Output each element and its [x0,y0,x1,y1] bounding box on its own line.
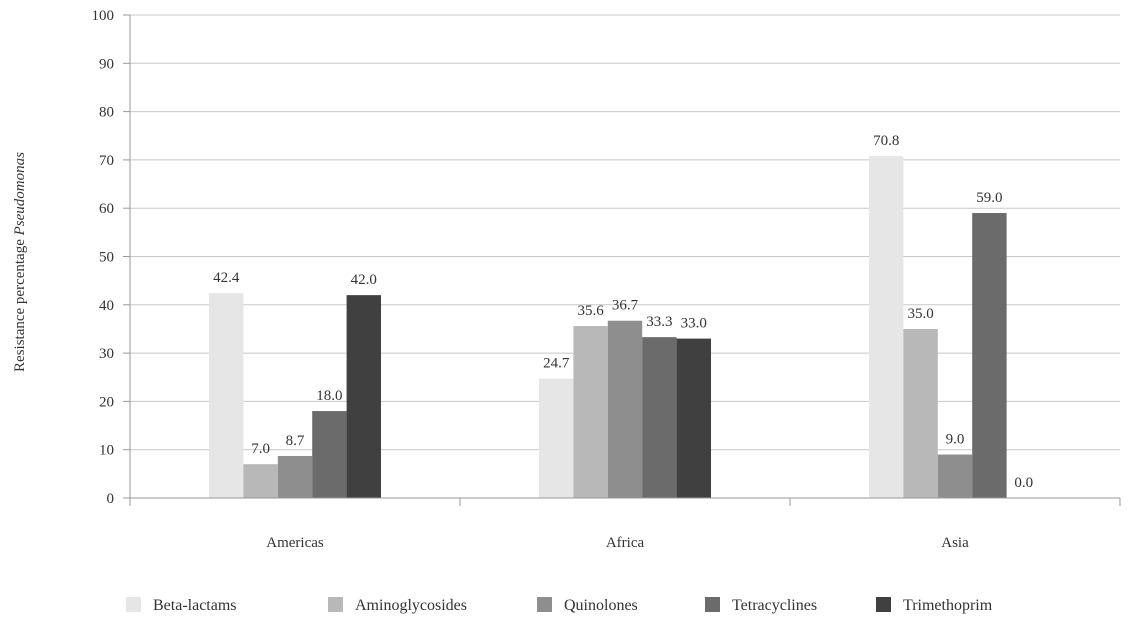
legend-label: Beta-lactams [153,597,237,614]
data-label: 42.0 [351,272,377,288]
legend-swatch [705,597,720,612]
bars [209,156,1007,498]
legend-swatch [328,597,343,612]
data-label: 18.0 [316,388,342,404]
bar [209,293,244,498]
y-axis-label-text: Resistance percentage [12,235,28,372]
legend-label: Aminoglycosides [355,597,467,614]
y-axis-label: Resistance percentage Pseudomonas [12,152,28,372]
legend-label: Trimethoprim [903,597,993,614]
data-labels: 42.4 7.0 8.7 18.0 42.0 24.7 35.6 36.7 33.3 33.0 70… [213,133,1033,491]
bar [277,455,313,498]
x-axis: Americas Africa Asia [129,497,1121,551]
legend-label: Quinolones [564,597,638,614]
bar [676,338,711,498]
data-label: 33.0 [681,316,707,332]
bar [243,464,278,498]
y-axis-ticks: 0 10 20 30 40 50 60 70 80 90 100 [92,8,131,507]
bar [937,454,973,498]
legend-label: Tetracyclines [732,597,817,614]
legend-swatch [537,597,552,612]
legend-swatch [126,597,141,612]
data-label: 0.0 [1014,475,1033,491]
data-label: 70.8 [873,133,899,149]
gridlines [130,14,1120,451]
bar [642,337,677,498]
data-label: 35.0 [907,306,933,322]
y-tick-label: 20 [99,394,114,410]
legend: Beta-lactams Aminoglycosides Quinolones Tet… [126,597,993,614]
data-label: 59.0 [976,190,1002,206]
bar [539,378,574,498]
data-label: 24.7 [543,356,570,372]
data-label: 33.3 [646,314,672,330]
bar [312,411,347,498]
data-label: 7.0 [251,441,270,457]
data-label: 36.7 [612,298,639,314]
x-category-label: Asia [941,535,969,551]
y-tick-label: 90 [99,56,114,72]
y-tick-label: 70 [99,153,114,169]
bar [869,156,904,498]
bar [573,326,608,498]
x-category-label: Africa [606,535,645,551]
y-axis-label-italic: Pseudomonas [12,152,28,236]
x-category-label: Americas [266,535,324,551]
y-tick-label: 50 [99,250,114,266]
legend-swatch [876,597,891,612]
y-tick-label: 80 [99,105,114,121]
data-label: 42.4 [213,270,240,286]
bar [903,328,938,498]
y-tick-label: 0 [107,491,115,507]
data-label: 35.6 [577,303,604,319]
data-label: 8.7 [286,433,305,449]
bar [346,295,381,498]
bar [972,213,1007,498]
bar [607,320,643,498]
y-tick-label: 10 [99,443,114,459]
y-tick-label: 40 [99,298,114,314]
y-tick-label: 60 [99,201,114,217]
y-tick-label: 100 [92,8,115,24]
y-tick-label: 30 [99,346,114,362]
data-label: 9.0 [946,432,965,448]
